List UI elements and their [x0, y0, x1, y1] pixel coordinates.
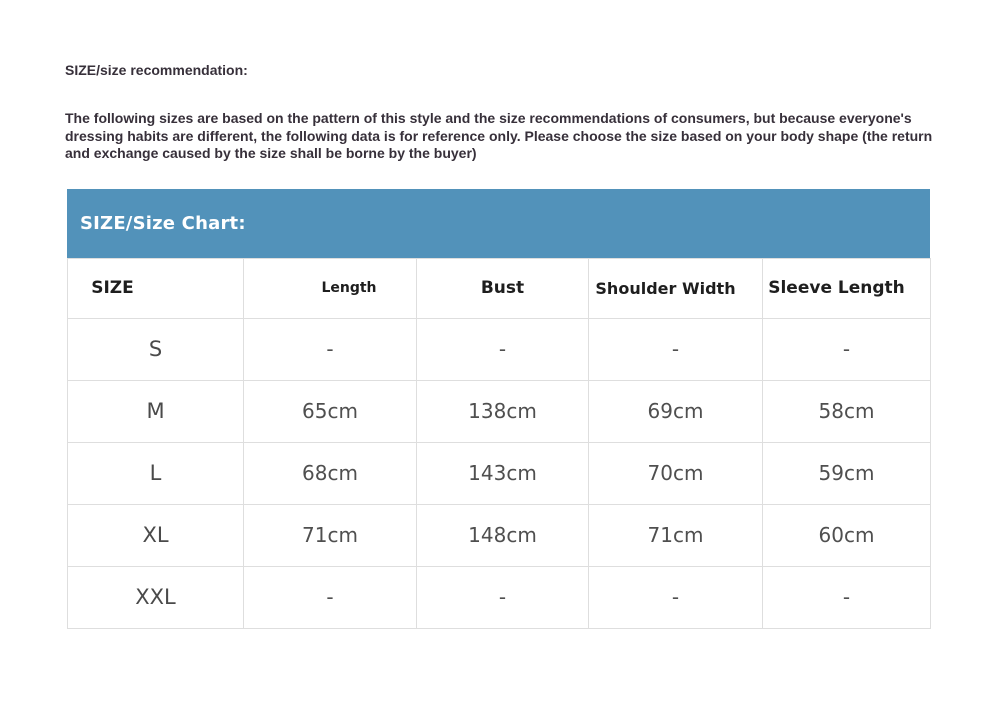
length-cell: -	[243, 565, 417, 629]
size-recommendation-heading: SIZE/size recommendation:	[65, 62, 248, 78]
table-row-xxl: XXL - - - -	[67, 565, 931, 629]
length-cell: -	[243, 317, 417, 381]
size-cell: XL	[67, 503, 244, 567]
size-chart-title-bar: SIZE/Size Chart:	[67, 188, 930, 258]
bust-cell: -	[416, 317, 589, 381]
shoulder-width-cell: -	[588, 317, 763, 381]
length-cell: 68cm	[243, 441, 417, 505]
length-cell: 65cm	[243, 379, 417, 443]
sleeve-length-cell: 58cm	[762, 379, 931, 443]
bust-cell: 138cm	[416, 379, 589, 443]
size-chart-title: SIZE/Size Chart:	[80, 212, 246, 234]
shoulder-width-cell: 71cm	[588, 503, 763, 567]
sleeve-length-cell: -	[762, 317, 931, 381]
shoulder-width-cell: 70cm	[588, 441, 763, 505]
size-cell: S	[67, 317, 244, 381]
sleeve-length-cell: 60cm	[762, 503, 931, 567]
size-cell: M	[67, 379, 244, 443]
size-chart-section: SIZE/Size Chart: SIZE Length Bust Should…	[67, 188, 931, 629]
column-header-sleeve-length: Sleeve Length	[762, 257, 931, 319]
size-info-page: SIZE/size recommendation: The following …	[65, 62, 933, 629]
size-recommendation-paragraph: The following sizes are based on the pat…	[65, 110, 933, 161]
column-header-bust: Bust	[416, 257, 589, 319]
shoulder-width-cell: 69cm	[588, 379, 763, 443]
column-header-size: SIZE	[67, 257, 244, 319]
bust-cell: 143cm	[416, 441, 589, 505]
table-row-m: M 65cm 138cm 69cm 58cm	[67, 379, 931, 443]
column-header-length: Length	[243, 257, 417, 319]
length-cell: 71cm	[243, 503, 417, 567]
sleeve-length-cell: -	[762, 565, 931, 629]
table-row-s: S - - - -	[67, 317, 931, 381]
bust-cell: -	[416, 565, 589, 629]
table-row-xl: XL 71cm 148cm 71cm 60cm	[67, 503, 931, 567]
table-row-l: L 68cm 143cm 70cm 59cm	[67, 441, 931, 505]
column-header-shoulder-width: Shoulder Width	[588, 257, 763, 319]
sleeve-length-cell: 59cm	[762, 441, 931, 505]
shoulder-width-cell: -	[588, 565, 763, 629]
size-table: SIZE Length Bust Shoulder Width Sleeve L…	[67, 257, 931, 629]
size-cell: XXL	[67, 565, 244, 629]
size-table-header-row: SIZE Length Bust Shoulder Width Sleeve L…	[67, 257, 931, 319]
bust-cell: 148cm	[416, 503, 589, 567]
size-cell: L	[67, 441, 244, 505]
